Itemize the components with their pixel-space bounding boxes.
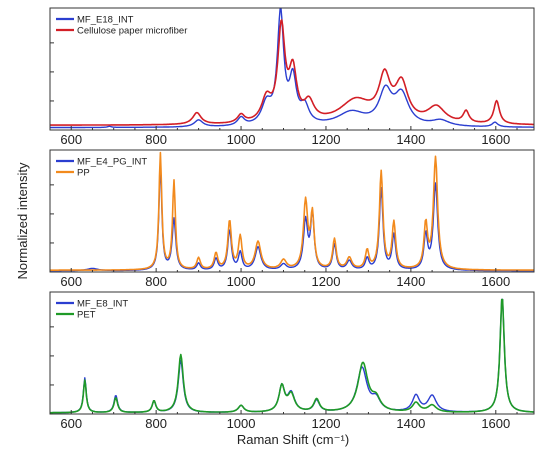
x-tick-label: 600 — [60, 416, 82, 431]
x-tick-label: 1000 — [227, 416, 256, 431]
x-axis-label: Raman Shift (cm⁻¹) — [237, 432, 349, 447]
legend-entry-1: MF_E4_PG_INT — [77, 157, 147, 168]
x-tick-label: 600 — [60, 132, 82, 147]
panel-1: 600 800 1000 1200 1400 1600 MF_E18_INTCellulos… — [49, 7, 535, 147]
plot-frame — [49, 291, 535, 415]
plot-frame — [49, 149, 535, 273]
legend-entry-2: PP — [77, 168, 90, 179]
legend-entry-1: MF_E18_INT — [77, 15, 134, 26]
series-line-1 — [50, 298, 535, 414]
x-tick-label: 800 — [145, 416, 167, 431]
series-line-1 — [50, 7, 534, 129]
series-line-2 — [50, 19, 534, 126]
x-tick-label: 1600 — [481, 416, 510, 431]
x-tick-label: 1200 — [312, 416, 341, 431]
legend-entry-2: Cellulose paper microfiber — [77, 26, 187, 37]
x-tick-label: 1000 — [227, 132, 256, 147]
x-tick-label: 1200 — [312, 274, 341, 289]
series-line-2 — [50, 298, 535, 414]
x-tick-label: 1600 — [481, 274, 510, 289]
x-tick-label: 1600 — [481, 132, 510, 147]
spectra-panels: 600 800 1000 1200 1400 1600 MF_E18_INTCellulos… — [49, 7, 535, 431]
legend-entry-1: MF_E8_INT — [77, 299, 128, 310]
x-tick-label: 1200 — [312, 132, 341, 147]
x-tick-label: 800 — [145, 132, 167, 147]
series-line-1 — [50, 164, 534, 272]
series-line-2 — [50, 151, 534, 271]
plot-frame — [49, 7, 535, 131]
legend-entry-2: PET — [77, 310, 96, 321]
x-tick-label: 600 — [60, 274, 82, 289]
x-tick-label: 1000 — [227, 274, 256, 289]
x-tick-label: 1400 — [396, 416, 425, 431]
y-axis-label: Normalized intensity — [15, 162, 30, 280]
x-tick-label: 1400 — [396, 274, 425, 289]
x-tick-label: 1400 — [396, 132, 425, 147]
x-tick-label: 800 — [145, 274, 167, 289]
